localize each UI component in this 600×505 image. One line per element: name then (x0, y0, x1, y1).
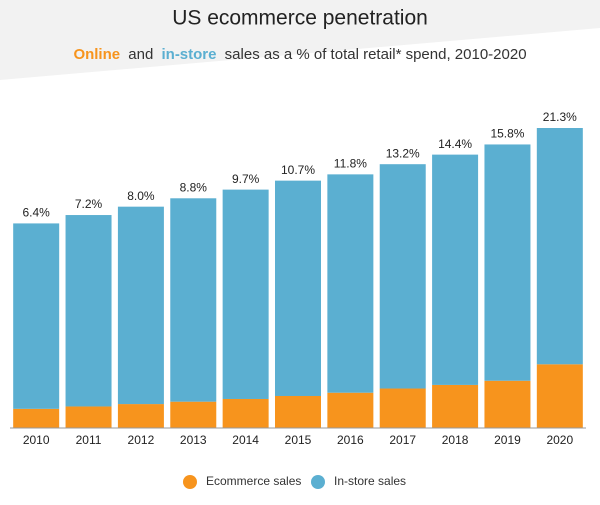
background-shape (0, 0, 600, 80)
bar-segment (275, 180, 321, 396)
bar-segment (379, 164, 426, 389)
x-tick-label: 2016 (337, 433, 364, 447)
x-tick-label: 2020 (546, 433, 573, 447)
subtitle-part: sales as a % of total retail* spend, 201… (225, 46, 527, 63)
data-label: 9.7% (232, 172, 260, 186)
bar-segment (117, 206, 164, 405)
bar-segment (484, 380, 531, 428)
bar-segment (327, 392, 374, 428)
bar-segment (536, 364, 583, 428)
bar-segment (327, 174, 374, 393)
x-tick-label: 2013 (180, 433, 207, 447)
data-label: 8.8% (180, 180, 208, 194)
chart-subtitle: Online and in-store sales as a % of tota… (73, 46, 526, 63)
data-label: 15.8% (490, 127, 524, 141)
data-label: 11.8% (334, 157, 367, 171)
data-label: 14.4% (438, 137, 472, 151)
bar-segment (275, 395, 321, 428)
bar-segment (13, 223, 60, 409)
bar-segment (170, 198, 217, 402)
bar-segment (117, 404, 164, 428)
data-label: 21.3% (543, 110, 577, 124)
bar-segment (536, 128, 583, 365)
bar-segment (65, 406, 112, 428)
x-tick-label: 2012 (128, 433, 155, 447)
data-label: 10.7% (281, 163, 315, 177)
legend-label: In-store sales (334, 474, 406, 488)
bar-segment (432, 154, 479, 385)
x-tick-label: 2017 (389, 433, 416, 447)
bar-segment (170, 401, 217, 428)
legend-swatch (311, 475, 325, 489)
bar-segment (432, 384, 479, 428)
data-label: 8.0% (127, 189, 155, 203)
legend-swatch (183, 475, 197, 489)
chart-title: US ecommerce penetration (172, 7, 428, 30)
bar-segment (13, 408, 60, 428)
bar-segment (379, 388, 426, 428)
bar-segment (222, 189, 269, 399)
bar-segment (222, 398, 269, 428)
x-tick-label: 2019 (494, 433, 521, 447)
x-tick-label: 2014 (232, 433, 259, 447)
data-label: 13.2% (386, 146, 420, 160)
x-tick-label: 2010 (23, 433, 50, 447)
subtitle-part: and (128, 46, 153, 63)
bar-segment (484, 144, 531, 381)
x-tick-label: 2015 (285, 433, 312, 447)
bar-segment (65, 215, 112, 407)
data-label: 7.2% (75, 197, 103, 211)
x-tick-label: 2011 (76, 433, 102, 447)
x-tick-label: 2018 (442, 433, 469, 447)
subtitle-instore: in-store (161, 46, 216, 63)
data-label: 6.4% (23, 206, 51, 220)
legend-label: Ecommerce sales (206, 474, 301, 488)
subtitle-online: Online (73, 46, 120, 63)
